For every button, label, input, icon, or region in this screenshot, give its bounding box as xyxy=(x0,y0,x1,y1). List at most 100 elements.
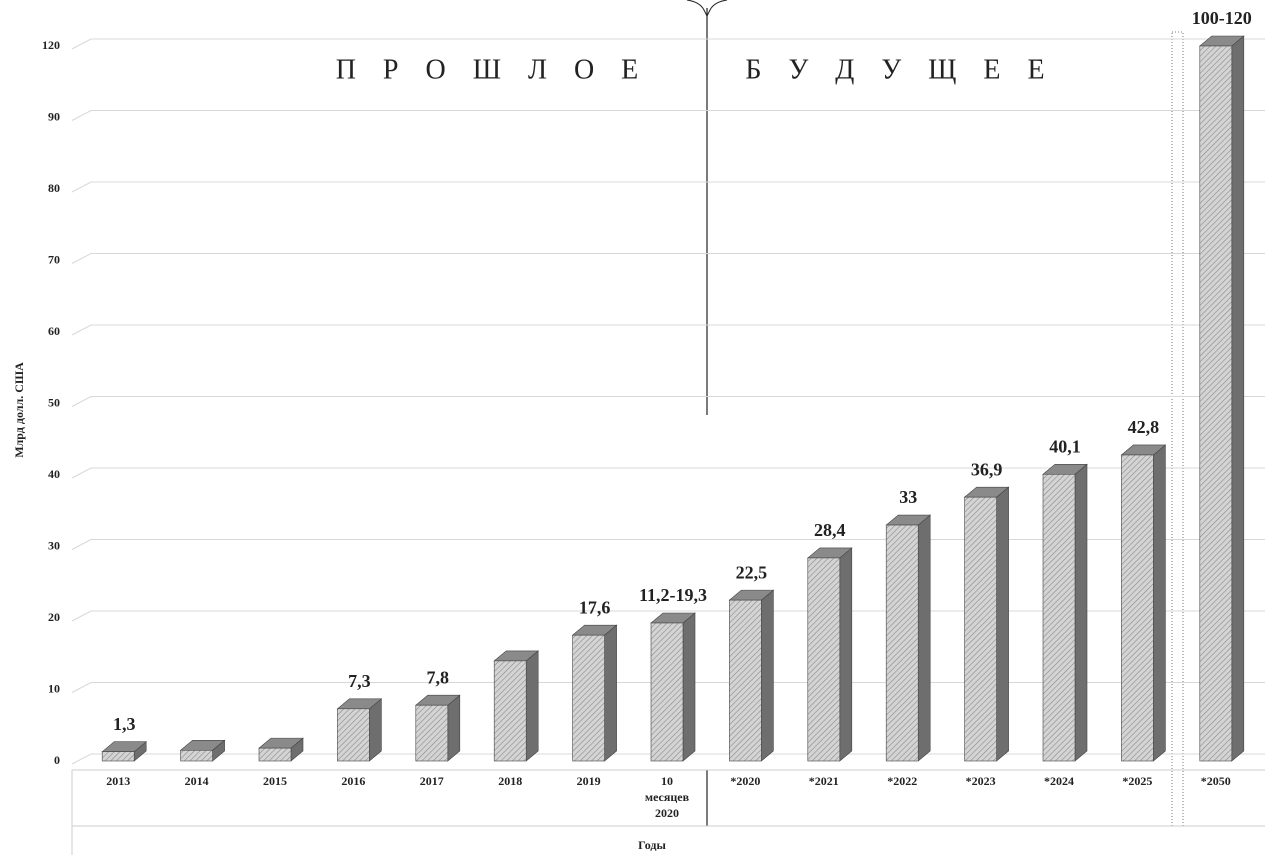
bar-side xyxy=(369,698,382,762)
x-tick-label: *2022 xyxy=(887,774,917,788)
x-tick-label: 2019 xyxy=(577,774,601,788)
bar-side xyxy=(996,486,1009,762)
bar xyxy=(572,634,605,762)
x-tick-label: 2014 xyxy=(185,774,209,788)
bar-side xyxy=(525,650,539,762)
value-label: 33 xyxy=(899,487,917,507)
x-tick-label: 2017 xyxy=(420,774,444,788)
value-label: 17,6 xyxy=(579,597,611,617)
bar-side xyxy=(761,589,774,762)
x-tick-label-line: *2024 xyxy=(1044,774,1074,788)
bar-side xyxy=(1153,444,1166,762)
y-tick-label: 60 xyxy=(48,324,60,338)
bar-side xyxy=(682,612,696,762)
y-tick-label: 80 xyxy=(48,181,60,195)
x-tick-label-line: 2019 xyxy=(577,774,601,788)
grid-line xyxy=(71,753,1265,765)
grid-line xyxy=(71,38,1265,50)
value-label: 7,8 xyxy=(427,667,450,687)
y-tick-label: 90 xyxy=(48,109,60,123)
x-tick-label: 2015 xyxy=(263,774,287,788)
x-tick-label-line: 2017 xyxy=(420,774,444,788)
grid-line xyxy=(71,324,1265,336)
bar xyxy=(807,557,841,762)
grid-line xyxy=(71,110,1265,121)
y-axis-label: Млрд долл. США xyxy=(12,362,26,458)
bar xyxy=(729,599,762,762)
x-tick-label: *2025 xyxy=(1122,774,1152,788)
x-tick-label-line: 2014 xyxy=(185,774,209,788)
value-label: 7,3 xyxy=(348,671,371,691)
bar-side xyxy=(839,547,853,762)
y-tick-label: 70 xyxy=(48,252,60,266)
y-tick-label: 20 xyxy=(48,610,60,624)
grid-line xyxy=(71,467,1265,479)
value-label: 42,8 xyxy=(1128,417,1160,437)
x-tick-label: *2024 xyxy=(1044,774,1074,788)
x-tick-label-line: 2018 xyxy=(498,774,522,788)
value-label: 40,1 xyxy=(1049,436,1081,456)
value-label: 100-120 xyxy=(1192,8,1252,28)
annotation: Б У Д У Щ Е Е xyxy=(745,54,1054,85)
bar-side xyxy=(604,624,617,762)
x-tick-label: *2050 xyxy=(1201,774,1231,788)
x-tick-label: 2016 xyxy=(341,774,365,788)
annotation: П Р О Ш Л О Е xyxy=(336,54,649,85)
bar-side xyxy=(917,514,931,762)
y-tick-label: 10 xyxy=(48,681,60,695)
x-tick-label: 2018 xyxy=(498,774,522,788)
bar xyxy=(650,622,684,762)
x-tick-label-line: *2020 xyxy=(730,774,760,788)
x-tick-label-line: *2023 xyxy=(966,774,996,788)
x-tick-label-line: месяцев xyxy=(645,790,690,804)
x-tick-label-line: 2013 xyxy=(106,774,130,788)
x-tick-label: *2023 xyxy=(966,774,996,788)
x-tick-label: *2021 xyxy=(809,774,839,788)
x-tick-label-line: 2020 xyxy=(655,806,679,820)
x-axis-label: Годы xyxy=(638,838,666,852)
x-tick-label-line: *2022 xyxy=(887,774,917,788)
value-label: 11,2-19,3 xyxy=(639,585,707,605)
grid-line xyxy=(71,682,1265,693)
x-tick-label-line: 2016 xyxy=(341,774,365,788)
bar xyxy=(258,747,292,762)
bar xyxy=(101,751,135,762)
x-tick-label: 10 месяцев 2020 xyxy=(645,774,690,820)
x-tick-label: *2020 xyxy=(730,774,760,788)
value-label: 36,9 xyxy=(971,459,1003,479)
bar xyxy=(885,524,919,762)
grid-line xyxy=(71,539,1265,550)
value-label: 28,4 xyxy=(814,520,846,540)
bar xyxy=(1042,473,1076,762)
brace xyxy=(686,0,728,18)
bar xyxy=(493,660,527,762)
grid-line xyxy=(71,610,1265,622)
dotted-frame xyxy=(1171,31,1184,827)
grid-line xyxy=(71,253,1265,264)
bar xyxy=(1199,45,1233,762)
y-tick-label: 0 xyxy=(54,753,60,767)
bar xyxy=(1121,454,1154,762)
value-label: 1,3 xyxy=(113,714,136,734)
bar-side xyxy=(1231,35,1245,762)
x-tick-label-line: 10 xyxy=(661,774,673,788)
value-label: 22,5 xyxy=(736,562,768,582)
bar xyxy=(180,749,213,762)
y-tick-label: 40 xyxy=(48,467,60,481)
y-tick-label: 30 xyxy=(48,538,60,552)
x-tick-label: 2013 xyxy=(106,774,130,788)
x-tick-label-line: *2025 xyxy=(1122,774,1152,788)
x-tick-label-line: *2021 xyxy=(809,774,839,788)
bar xyxy=(337,708,370,762)
bar-side xyxy=(447,694,461,762)
grid-line xyxy=(71,396,1265,407)
grid-line xyxy=(71,181,1265,193)
bar xyxy=(415,704,449,762)
x-tick-label-line: 2015 xyxy=(263,774,287,788)
bar xyxy=(964,496,997,762)
y-tick-label: 50 xyxy=(48,395,60,409)
bar-side xyxy=(1074,463,1088,762)
y-tick-label: 120 xyxy=(42,38,60,52)
x-tick-label-line: *2050 xyxy=(1201,774,1231,788)
